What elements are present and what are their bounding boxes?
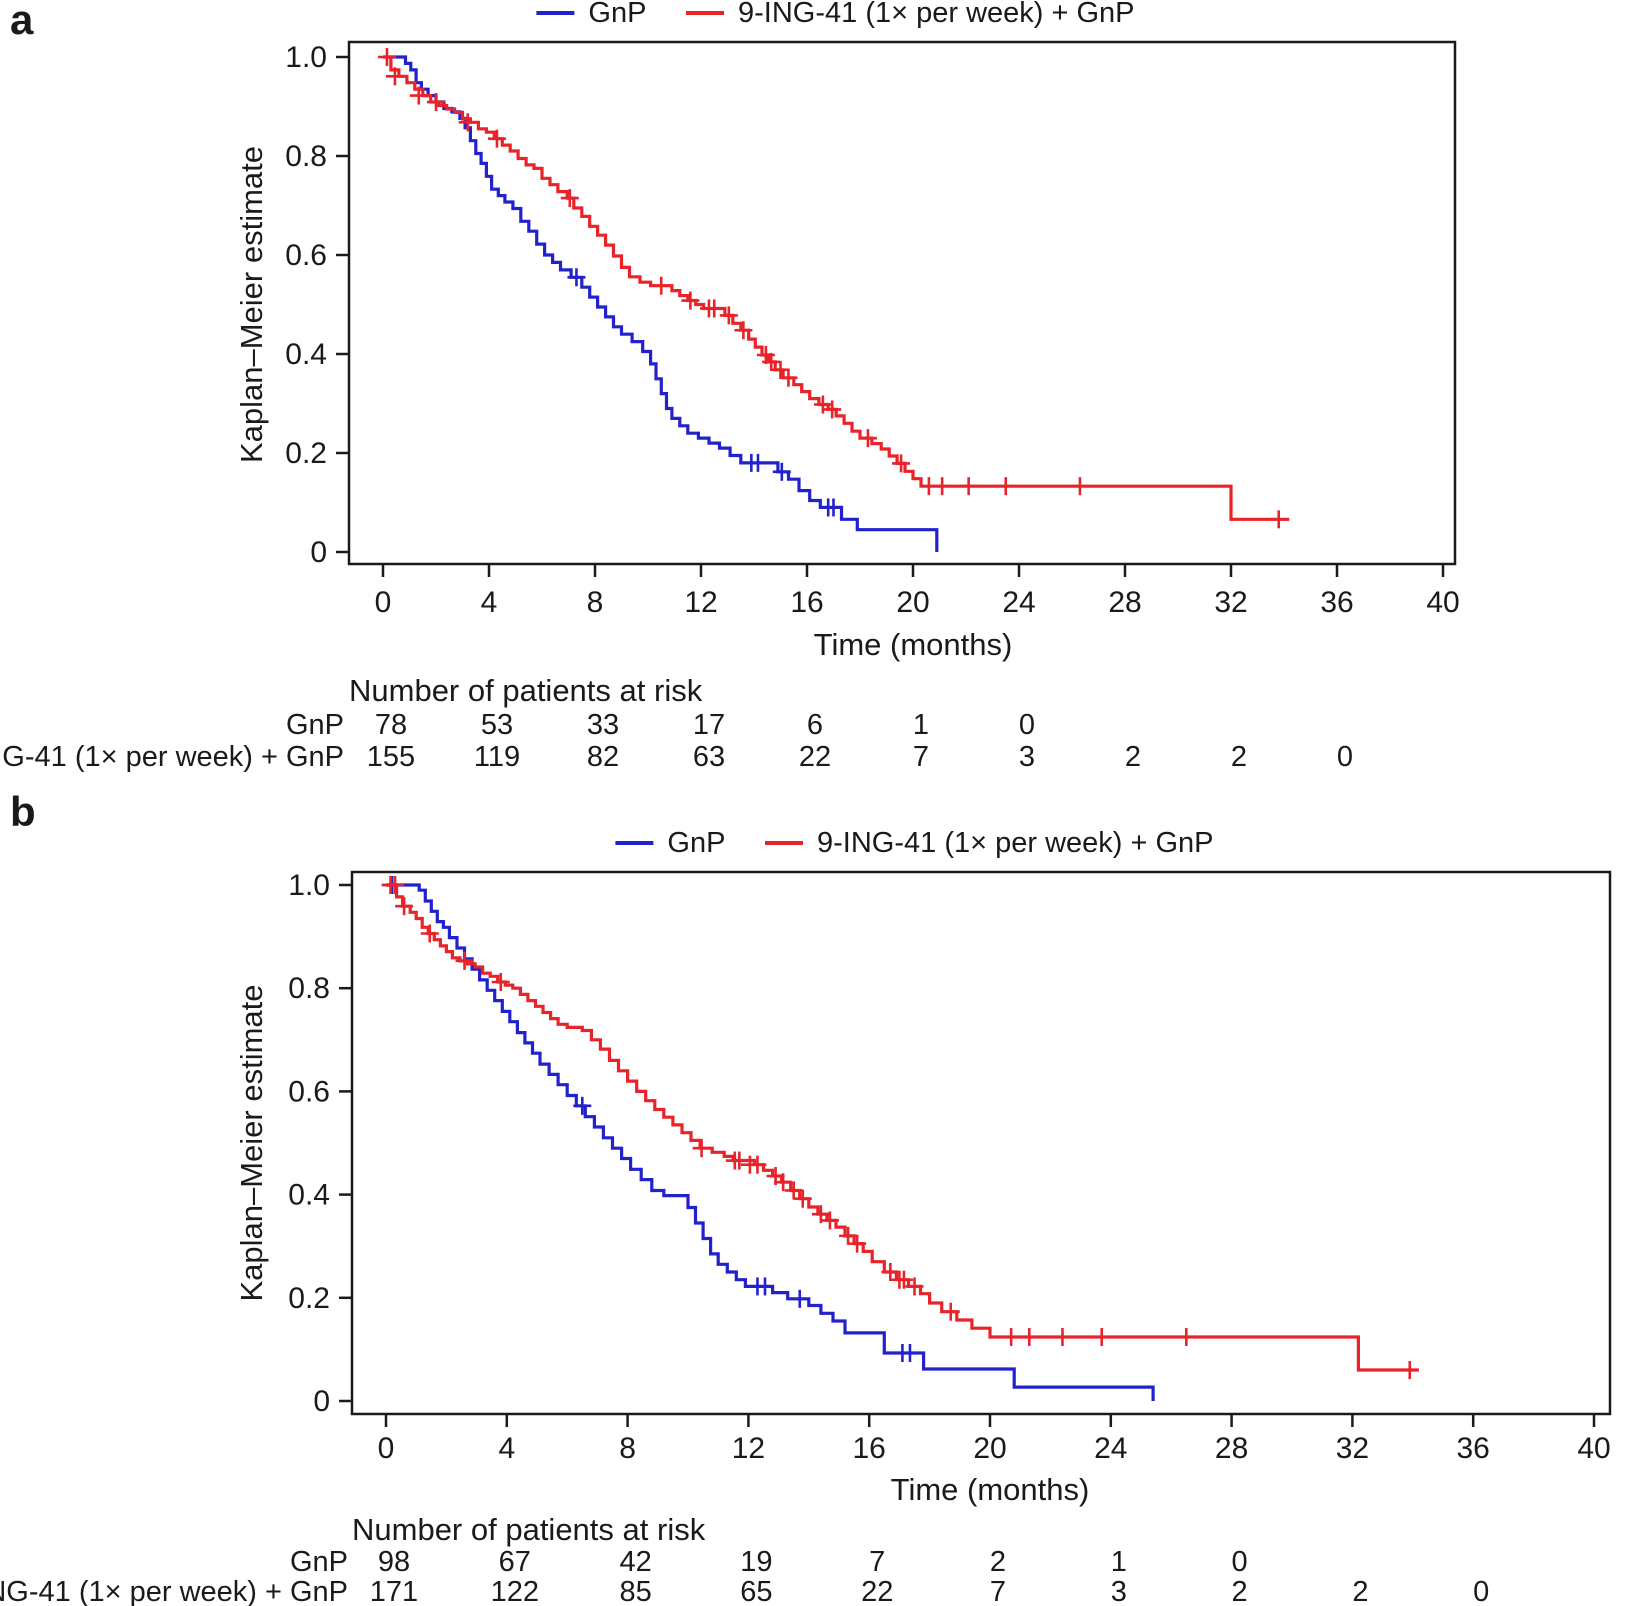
risk-count: 3 (1111, 1576, 1127, 1606)
x-tick-label: 40 (1577, 1432, 1610, 1465)
y-tick-label: 0.4 (285, 338, 327, 371)
y-tick-label: 0.8 (285, 140, 327, 173)
risk-count: 7 (869, 1546, 885, 1578)
y-tick-label: 0.6 (288, 1075, 330, 1108)
risk-count: 2 (1231, 741, 1247, 773)
x-tick-label: 20 (973, 1432, 1006, 1465)
y-tick-label: 0.2 (285, 437, 327, 470)
risk-row-label-gnp: GnP (286, 709, 344, 741)
km-curve-gnp (386, 883, 1155, 1401)
y-tick-label: 0.8 (288, 972, 330, 1005)
km-curve-combo (383, 55, 1290, 521)
legend-label-combo: 9-ING-41 (1× per week) + GnP (817, 827, 1214, 859)
x-tick-label: 28 (1108, 586, 1141, 619)
x-tick-label: 20 (896, 586, 929, 619)
risk-count: 0 (1232, 1546, 1248, 1578)
x-tick-label: 24 (1002, 586, 1035, 619)
censor-marks-combo (377, 48, 1288, 529)
x-tick-label: 8 (587, 586, 604, 619)
x-tick-label: 8 (619, 1432, 636, 1465)
risk-count: 1 (913, 709, 929, 741)
x-tick-label: 40 (1426, 586, 1459, 619)
x-tick-label: 16 (853, 1432, 886, 1465)
risk-count: 7 (913, 741, 929, 773)
x-tick-label: 28 (1215, 1432, 1248, 1465)
y-tick-label: 1.0 (285, 41, 327, 74)
risk-count: 82 (587, 741, 619, 773)
x-tick-label: 32 (1214, 586, 1247, 619)
risk-count: 98 (378, 1546, 410, 1578)
panel-a: a GnP 9-ING-41 (1× per week) + GnP00.20.40… (0, 0, 1460, 773)
x-tick-label: 16 (790, 586, 823, 619)
censor-marks-combo (381, 876, 1419, 1380)
risk-table-title: Number of patients at risk (352, 1512, 706, 1547)
risk-count: 63 (693, 741, 725, 773)
risk-count: 0 (1019, 709, 1035, 741)
risk-count: 22 (799, 741, 831, 773)
risk-count: 171 (370, 1576, 418, 1606)
risk-count: 0 (1337, 741, 1353, 773)
risk-count: 7 (990, 1576, 1006, 1606)
legend-label-combo: 9-ING-41 (1× per week) + GnP (738, 0, 1135, 29)
risk-count: 17 (693, 709, 725, 741)
risk-count: 42 (619, 1546, 651, 1578)
x-tick-label: 0 (375, 586, 392, 619)
risk-count: 0 (1473, 1576, 1489, 1606)
y-axis-title: Kaplan–Meier estimate (234, 984, 269, 1301)
x-tick-label: 36 (1320, 586, 1353, 619)
risk-count: 2 (990, 1546, 1006, 1578)
x-tick-label: 4 (481, 586, 498, 619)
x-tick-label: 24 (1094, 1432, 1127, 1465)
x-tick-label: 32 (1336, 1432, 1369, 1465)
legend-label-gnp: GnP (588, 0, 646, 29)
y-tick-label: 0 (310, 536, 327, 569)
x-tick-label: 0 (378, 1432, 395, 1465)
risk-count: 65 (740, 1576, 772, 1606)
censor-marks-gnp (567, 268, 843, 517)
plot-box (350, 870, 1612, 1416)
risk-count: 3 (1019, 741, 1035, 773)
risk-count: 22 (861, 1576, 893, 1606)
risk-count: 33 (587, 709, 619, 741)
x-axis-title: Time (months) (814, 627, 1013, 662)
km-curve-gnp (383, 55, 939, 552)
plot-box (347, 40, 1457, 566)
risk-count: 2 (1352, 1576, 1368, 1606)
risk-count: 122 (491, 1576, 539, 1606)
km-curve-combo (386, 883, 1419, 1372)
risk-row-label-gnp: GnP (290, 1546, 348, 1578)
panel-label-a: a (10, 0, 34, 43)
risk-count: 19 (740, 1546, 772, 1578)
x-tick-label: 12 (684, 586, 717, 619)
panel-label-b: b (10, 788, 36, 835)
risk-count: 119 (474, 741, 520, 773)
risk-count: 2 (1232, 1576, 1248, 1606)
risk-count: 53 (481, 709, 513, 741)
risk-row-label-combo: 9-ING-41 (1× per week) + GnP (0, 741, 344, 773)
risk-table-title: Number of patients at risk (349, 673, 703, 708)
risk-count: 6 (807, 709, 823, 741)
risk-count: 67 (499, 1546, 531, 1578)
y-tick-label: 0.4 (288, 1179, 330, 1212)
risk-count: 2 (1125, 741, 1141, 773)
risk-count: 1 (1111, 1546, 1127, 1578)
y-tick-label: 1.0 (288, 869, 330, 902)
x-tick-label: 12 (732, 1432, 765, 1465)
risk-count: 78 (375, 709, 407, 741)
x-tick-label: 36 (1457, 1432, 1490, 1465)
risk-row-label-combo: 9-ING-41 (1× per week) + GnP (0, 1576, 348, 1606)
y-tick-label: 0.6 (285, 239, 327, 272)
x-tick-label: 4 (498, 1432, 515, 1465)
risk-count: 155 (367, 741, 415, 773)
legend-label-gnp: GnP (667, 827, 725, 859)
y-axis-title: Kaplan–Meier estimate (234, 146, 269, 463)
x-axis-title: Time (months) (891, 1472, 1090, 1507)
risk-count: 85 (619, 1576, 651, 1606)
y-tick-label: 0 (313, 1385, 330, 1418)
y-tick-label: 0.2 (288, 1282, 330, 1315)
